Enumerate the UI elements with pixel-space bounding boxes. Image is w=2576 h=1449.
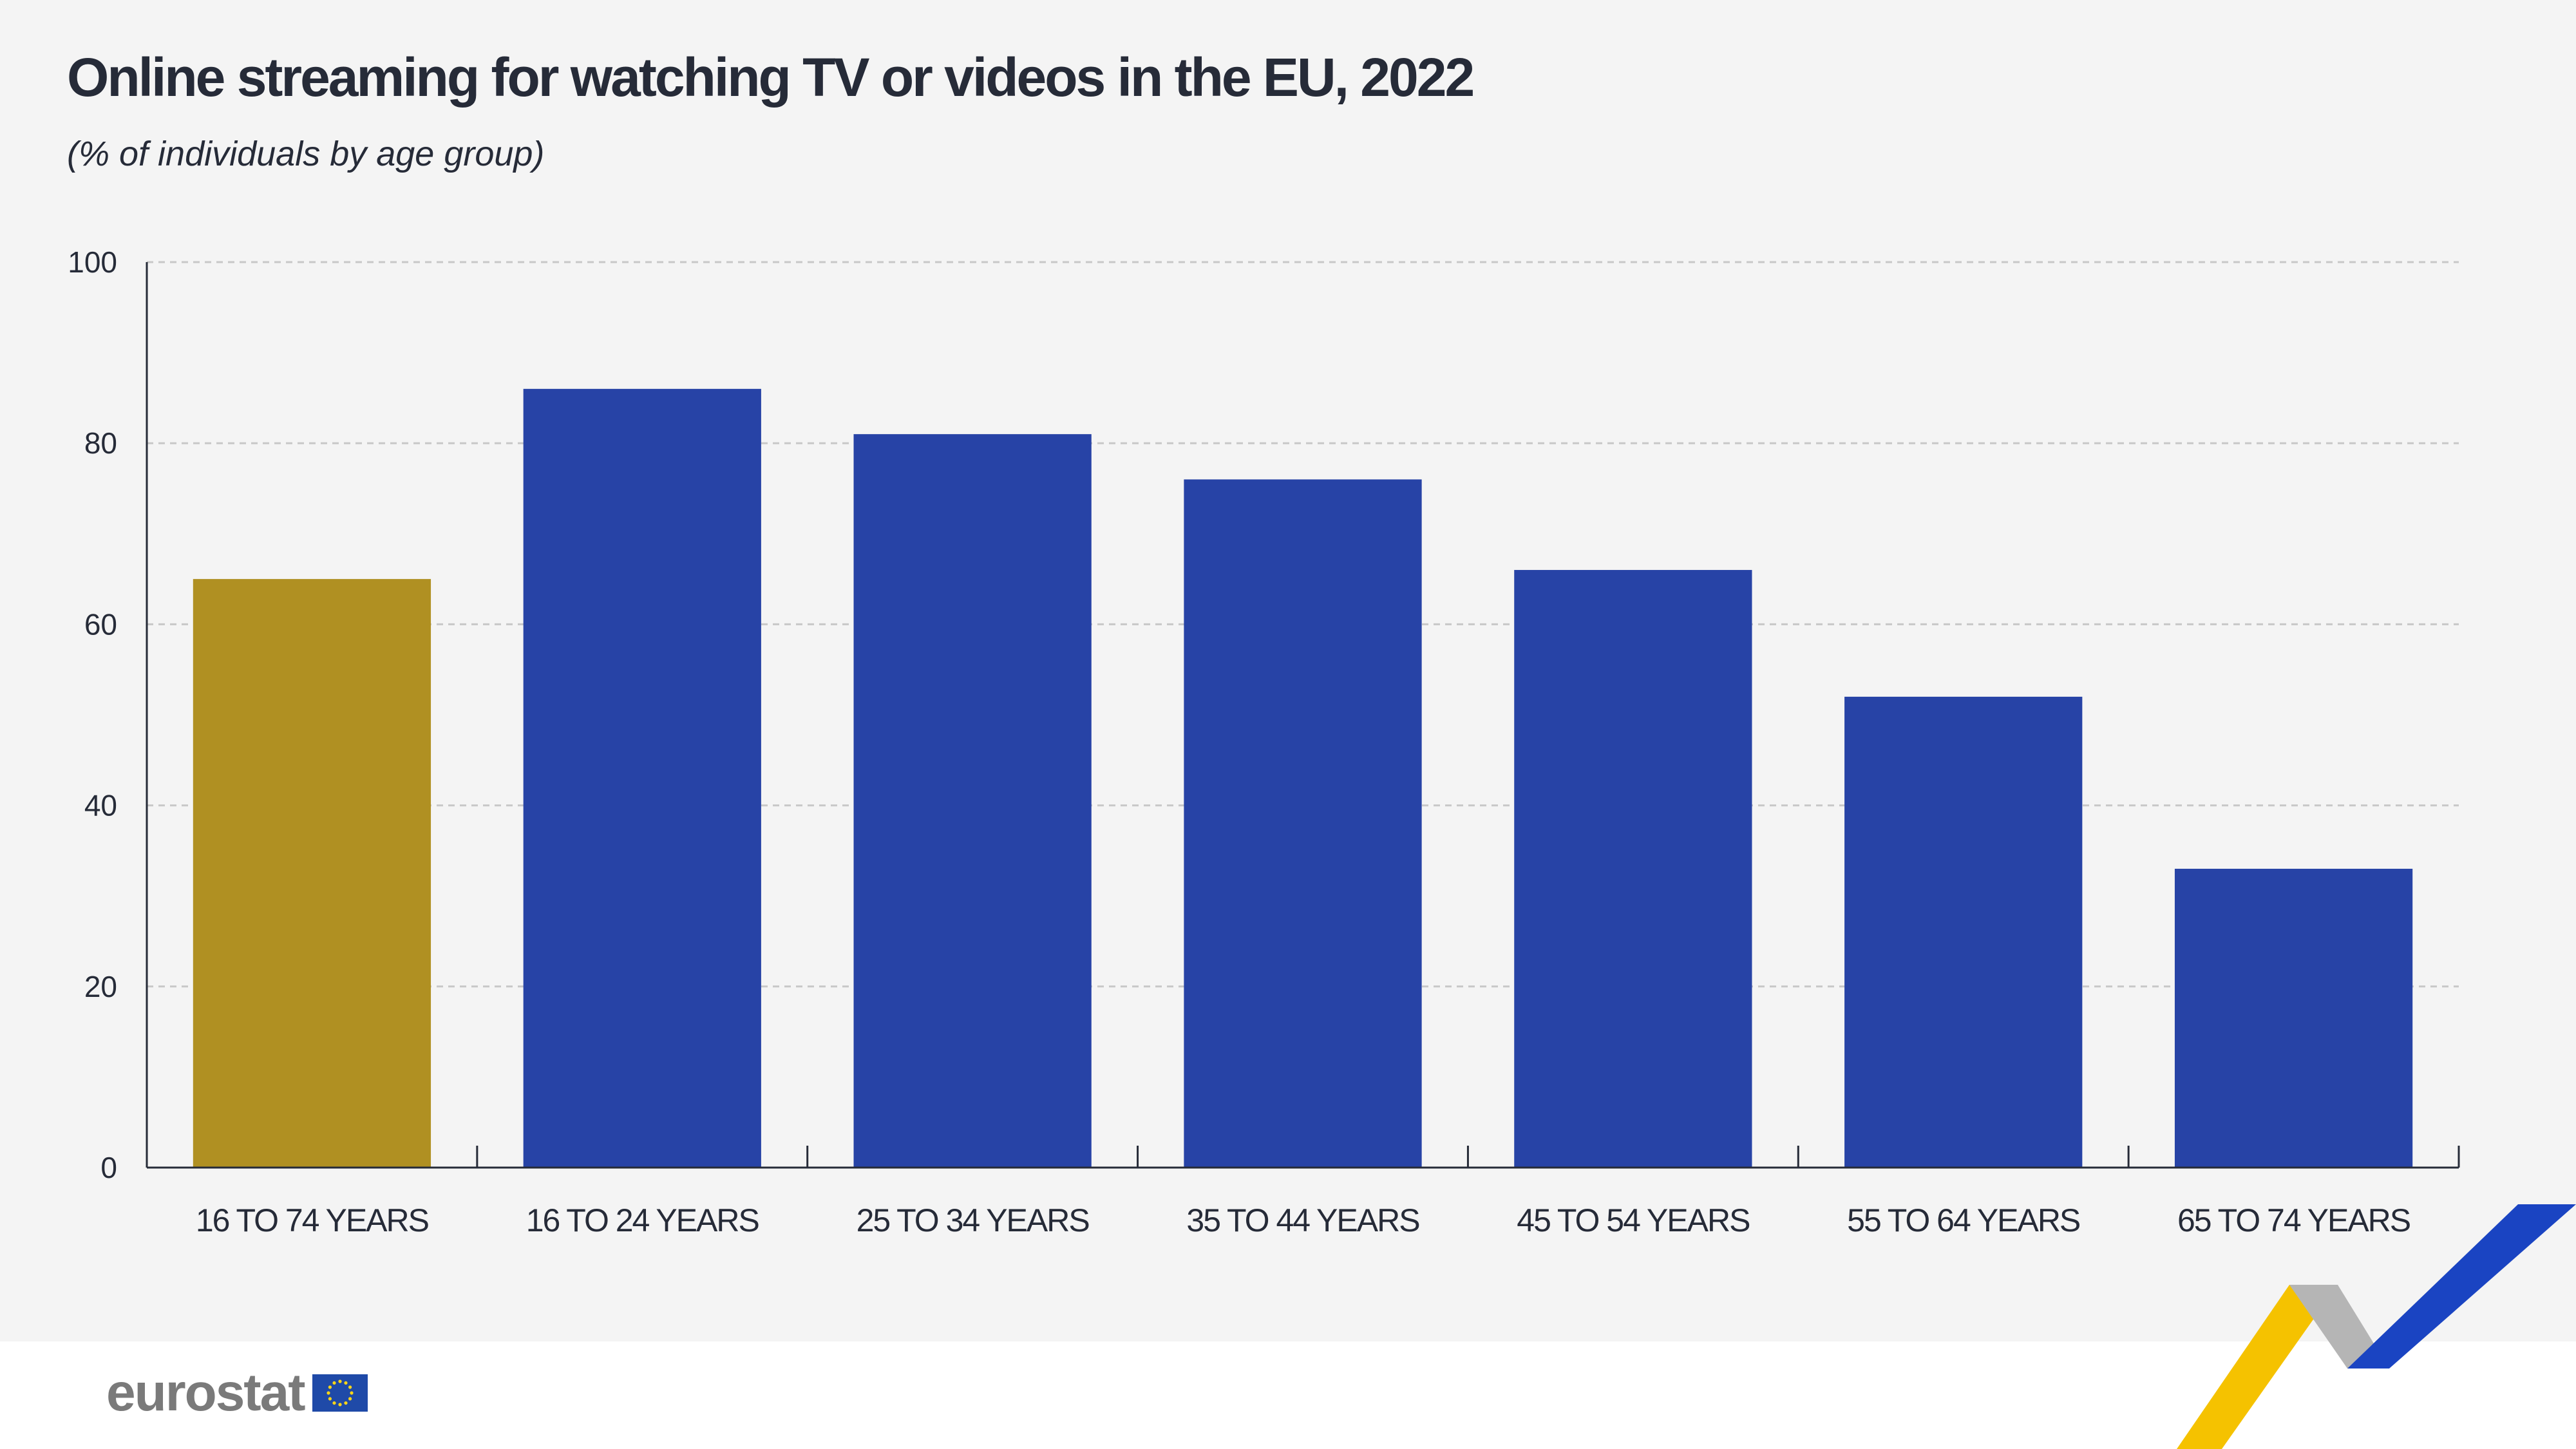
bar[interactable] [1184, 479, 1422, 1168]
bar[interactable] [2174, 869, 2413, 1168]
chart-subtitle: (% of individuals by age group) [67, 135, 545, 173]
ribbon-blue [2347, 1204, 2576, 1368]
y-tick-label: 100 [68, 245, 117, 279]
y-tick-label: 60 [84, 607, 117, 641]
ribbon-graphic [2177, 1204, 2576, 1449]
axis-labels: 0 20 40 60 80 100 16 TO 74 YEARS 16 TO 24 YEARS… [68, 245, 2412, 1238]
bar[interactable] [853, 434, 1092, 1168]
x-category-label: 35 TO 44 YEARS [1186, 1202, 1419, 1238]
bar[interactable] [1514, 570, 1752, 1168]
footer [0, 1341, 2576, 1449]
bar-chart: 0 20 40 60 80 100 16 TO 74 YEARS 16 TO 24 YEARS… [68, 245, 2460, 1238]
eurostat-logo[interactable]: eurostat [106, 1364, 368, 1422]
x-category-label: 55 TO 64 YEARS [1847, 1202, 2080, 1238]
x-category-label: 45 TO 54 YEARS [1517, 1202, 1750, 1238]
bars [193, 388, 2413, 1168]
y-tick-label: 0 [100, 1151, 117, 1184]
eu-flag-icon [312, 1374, 368, 1412]
brand-name: eurostat [106, 1363, 306, 1422]
y-tick-label: 20 [84, 970, 117, 1003]
x-category-label: 65 TO 74 YEARS [2177, 1202, 2410, 1238]
y-tick-label: 40 [84, 789, 117, 822]
bar[interactable] [1844, 696, 2083, 1168]
ribbon-yellow [2177, 1285, 2338, 1449]
ribbon-grey [2289, 1285, 2389, 1368]
x-category-label: 16 TO 74 YEARS [196, 1202, 429, 1238]
x-category-label: 25 TO 34 YEARS [857, 1202, 1090, 1238]
chart-title: Online streaming for watching TV or vide… [67, 47, 1475, 108]
x-category-label: 16 TO 24 YEARS [526, 1202, 759, 1238]
y-tick-label: 80 [84, 426, 117, 460]
bar[interactable] [523, 388, 761, 1168]
axes [146, 262, 2460, 1169]
bar[interactable] [193, 579, 431, 1168]
